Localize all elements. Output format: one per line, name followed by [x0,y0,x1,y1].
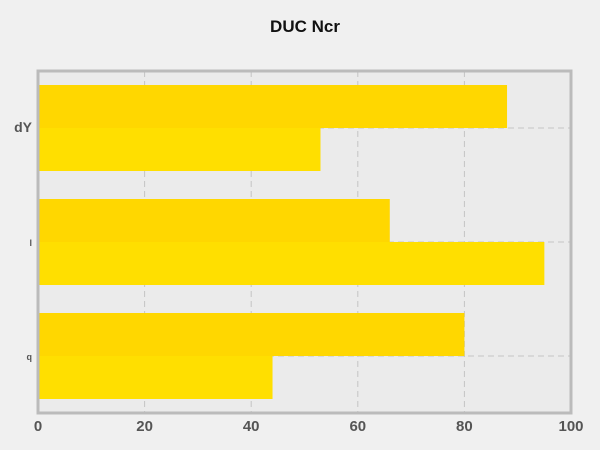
x-tick-label-2: 40 [243,418,260,435]
chart-title: DUC Ncr [270,17,340,36]
x-axis: 0 20 40 60 80 100 [34,418,584,435]
bar-1-0 [38,128,321,171]
y-tick-label-1: l [29,238,32,248]
bar-0-1 [38,199,390,242]
y-tick-label-0: dY [14,119,33,135]
y-axis: dY l q [14,119,33,362]
x-tick-label-0: 0 [34,418,42,435]
y-tick-label-2: q [27,352,33,362]
x-tick-label-5: 100 [558,418,583,435]
bar-1-1 [38,242,545,285]
bar-0-2 [38,313,465,356]
x-tick-label-4: 80 [456,418,473,435]
x-tick-label-1: 20 [136,418,153,435]
x-tick-label-3: 60 [349,418,366,435]
bars-group [38,85,545,399]
bar-0-0 [38,85,508,128]
plot-frame [36,69,573,415]
bar-1-2 [38,356,273,399]
